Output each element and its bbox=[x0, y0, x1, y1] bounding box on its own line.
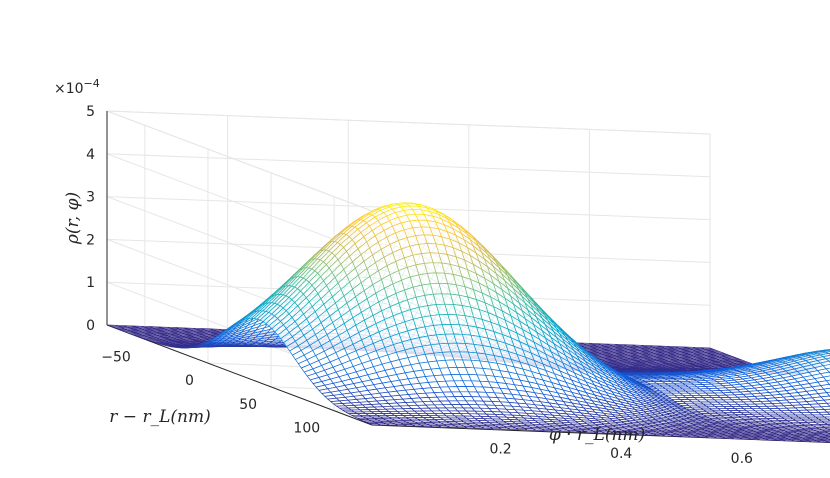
x-axis-line bbox=[371, 424, 830, 443]
grid-line bbox=[106, 110, 711, 212]
box-edge bbox=[106, 110, 711, 212]
surface-mesh bbox=[106, 202, 830, 443]
y-axis-line bbox=[106, 324, 373, 426]
